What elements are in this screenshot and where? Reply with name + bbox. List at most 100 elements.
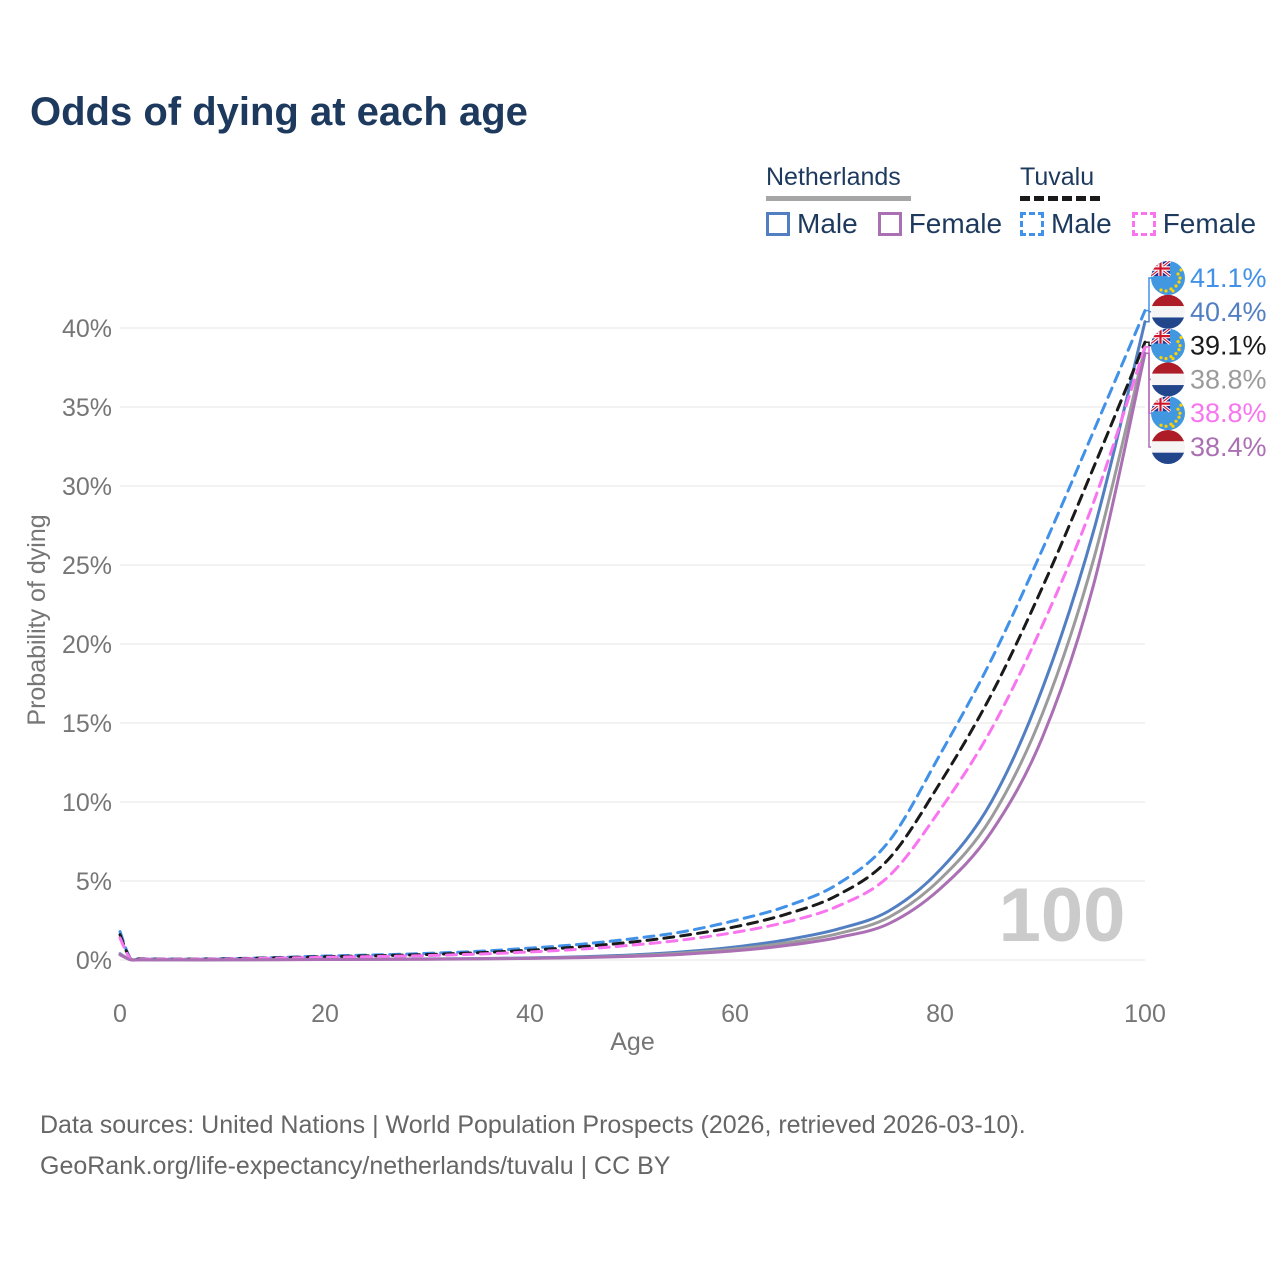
y-tick-label: 30% — [62, 473, 112, 501]
series-line-tuvalu-male[interactable] — [118, 309, 1147, 962]
y-tick-label: 5% — [76, 868, 112, 896]
legend-country-label: Tuvalu — [1020, 163, 1095, 191]
end-value-label: 38.8% — [1190, 398, 1267, 428]
series-line-netherlands-female[interactable] — [118, 351, 1147, 962]
legend-label-female: Female — [908, 208, 1003, 239]
nl-white-band — [1151, 373, 1185, 386]
x-tick-label: 40 — [516, 1000, 544, 1028]
legend-group-tuvalu: Tuvalu Male Female — [1020, 163, 1256, 240]
legend-country-netherlands[interactable]: Netherlands — [766, 163, 1002, 201]
tuvalu-female-swatch-icon — [1131, 212, 1156, 236]
y-tick-label: 10% — [62, 789, 112, 817]
uj-red-cross — [1151, 328, 1170, 344]
page-title: Odds of dying at each age — [30, 90, 528, 134]
series-line-tuvalu-female[interactable] — [118, 345, 1147, 962]
tv-star — [1179, 336, 1183, 340]
end-value-label: 40.4% — [1190, 297, 1267, 327]
tv-star — [1177, 348, 1181, 352]
tv-star — [1177, 280, 1181, 284]
x-axis-title: Age — [610, 1028, 654, 1056]
nl-white-band — [1151, 306, 1185, 318]
end-value-label: 39.1% — [1190, 331, 1267, 361]
tuvalu-male-swatch-icon — [1020, 212, 1044, 236]
netherlands-flag-icon — [1151, 294, 1185, 329]
tv-star — [1159, 288, 1163, 292]
x-tick-label: 80 — [926, 1000, 954, 1028]
tv-star — [1164, 357, 1168, 361]
legend-item-tuvalu-male[interactable]: Male — [1020, 208, 1112, 240]
tv-star — [1179, 403, 1183, 407]
tv-star — [1164, 289, 1168, 293]
y-axis-title: Probability of dying — [23, 514, 51, 725]
y-tick-label: 20% — [62, 631, 112, 659]
end-value-label: 41.1% — [1190, 263, 1267, 293]
tv-star — [1178, 276, 1182, 280]
tuvalu-flag-icon — [1151, 261, 1185, 295]
nl-white-band — [1151, 441, 1185, 453]
uj-red-cross — [1151, 396, 1170, 412]
tv-star — [1169, 355, 1173, 359]
tv-star — [1169, 422, 1173, 426]
tv-star — [1178, 344, 1182, 348]
legend-items-tuvalu: Male Female — [1020, 208, 1256, 240]
tv-star — [1176, 340, 1180, 344]
netherlands-flag-icon — [1151, 430, 1185, 464]
series-line-tuvalu-both-sexes[interactable] — [118, 340, 1147, 962]
y-tick-label: 35% — [62, 394, 112, 422]
legend-item-tuvalu-female[interactable]: Female — [1131, 208, 1257, 240]
x-tick-label: 100 — [1124, 1000, 1166, 1028]
x-tick-label: 0 — [113, 1000, 127, 1028]
series-line-netherlands-male[interactable] — [118, 320, 1147, 962]
tv-star — [1159, 423, 1163, 427]
y-tick-label: 25% — [62, 552, 112, 580]
tv-star — [1174, 284, 1178, 288]
legend-items-netherlands: Male Female — [766, 208, 1002, 240]
data-sources-text: Data sources: United Nations | World Pop… — [40, 1111, 1026, 1139]
tv-star — [1174, 419, 1178, 423]
tv-star — [1177, 415, 1181, 419]
legend-group-netherlands: Netherlands Male Female — [766, 163, 1002, 240]
end-value-label: 38.8% — [1190, 364, 1267, 394]
tuvalu-flag-icon — [1151, 396, 1185, 431]
legend-country-tuvalu[interactable]: Tuvalu — [1020, 163, 1256, 201]
legend-label-male: Male — [1051, 208, 1112, 239]
tv-star — [1171, 289, 1175, 293]
tuvalu-line-swatch — [1020, 196, 1100, 201]
footer: Data sources: United Nations | World Pop… — [40, 1105, 1026, 1187]
tv-star — [1176, 407, 1180, 411]
netherlands-male-swatch-icon — [766, 212, 790, 236]
y-tick-label: 40% — [62, 315, 112, 343]
tv-star — [1179, 268, 1183, 272]
tv-star — [1174, 352, 1178, 356]
age-cursor-label: 100 — [999, 873, 1126, 958]
leader-line — [1145, 352, 1153, 448]
tv-star — [1169, 287, 1173, 291]
netherlands-line-swatch — [766, 196, 911, 201]
series-lines — [118, 309, 1147, 962]
x-tick-label: 60 — [721, 1000, 749, 1028]
nl-red-band — [1151, 430, 1185, 442]
netherlands-flag-icon — [1151, 362, 1185, 397]
tv-star — [1171, 357, 1175, 361]
legend-label-male: Male — [797, 208, 858, 239]
legend-country-label: Netherlands — [766, 163, 901, 191]
end-value-label: 38.4% — [1190, 432, 1267, 462]
series-line-netherlands-both-sexes[interactable] — [118, 345, 1147, 962]
tv-star — [1178, 411, 1182, 415]
nl-blue-band — [1151, 452, 1185, 464]
attribution-text: GeoRank.org/life-expectancy/netherlands/… — [40, 1152, 671, 1180]
tv-star — [1176, 272, 1180, 276]
tv-star — [1164, 424, 1168, 428]
legend-item-netherlands-female[interactable]: Female — [877, 208, 1003, 240]
tuvalu-flag-icon — [1151, 328, 1185, 363]
legend-item-netherlands-male[interactable]: Male — [766, 208, 858, 240]
legend-label-female: Female — [1162, 208, 1257, 239]
nl-red-band — [1151, 362, 1185, 374]
tv-star — [1159, 356, 1163, 360]
netherlands-female-swatch-icon — [877, 212, 902, 236]
tv-star — [1171, 424, 1175, 428]
y-tick-label: 0% — [76, 947, 112, 975]
y-tick-label: 15% — [62, 710, 112, 738]
